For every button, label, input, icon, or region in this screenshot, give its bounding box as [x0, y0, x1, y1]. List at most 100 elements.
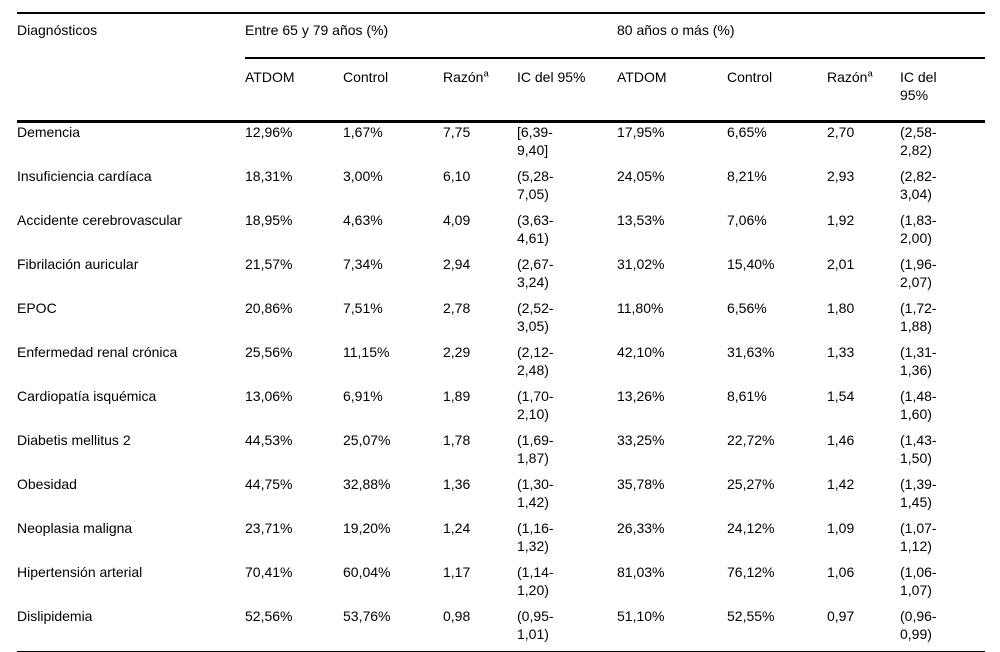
diagnosis-cell: Fibrilación auricular [17, 256, 139, 272]
value-cell: 53,76% [343, 608, 391, 624]
diagnosis-cell: Cardiopatía isquémica [17, 388, 157, 404]
value-cell: 2,94 [443, 256, 471, 272]
confidence-interval-cell: (1,83- 2,00) [900, 212, 937, 246]
value-cell: 23,71% [245, 520, 293, 536]
value-cell: 52,55% [727, 608, 775, 624]
value-cell: 6,56% [727, 300, 767, 316]
value-cell: 8,21% [727, 168, 767, 184]
value-cell: 2,93 [827, 168, 855, 184]
value-cell: 1,89 [443, 388, 471, 404]
value-cell: 18,31% [245, 168, 293, 184]
table-row: Cardiopatía isquémica 13,06% 6,91% 1,89 (1,7… [17, 387, 985, 431]
group-header-row: Diagnósticos Entre 65 y 79 años (%) 80 a… [17, 13, 985, 123]
value-cell: 24,05% [617, 168, 665, 184]
value-cell: 1,78 [443, 432, 471, 448]
value-cell: 44,75% [245, 476, 293, 492]
confidence-interval-cell: (1,16- 1,32) [517, 520, 554, 554]
value-cell: 44,53% [245, 432, 293, 448]
diagnosis-cell: Insuficiencia cardíaca [17, 168, 152, 184]
table-row: Demencia 12,96% 1,67% 7,75 [6,39- 9,40] 17,95… [17, 122, 985, 168]
value-cell: 26,33% [617, 520, 665, 536]
value-cell: 22,72% [727, 432, 775, 448]
column-header-atdom-1: ATDOM [245, 58, 343, 123]
value-cell: 18,95% [245, 212, 293, 228]
confidence-interval-cell: (2,52- 3,05) [517, 300, 554, 334]
confidence-interval-cell: (1,70- 2,10) [517, 388, 554, 422]
table-row: Accidente cerebrovascular 18,95% 4,63% 4,09… [17, 211, 985, 255]
value-cell: 35,78% [617, 476, 665, 492]
value-cell: 1,33 [827, 344, 855, 360]
column-header-razon-1: Razóna [443, 58, 517, 123]
value-cell: 33,25% [617, 432, 665, 448]
column-header-control-2: Control [727, 58, 827, 123]
value-cell: 1,09 [827, 520, 855, 536]
value-cell: 11,80% [617, 300, 664, 316]
value-cell: 42,10% [617, 344, 665, 360]
value-cell: 31,63% [727, 344, 775, 360]
diagnosis-cell: Hipertensión arterial [17, 564, 143, 580]
value-cell: 11,15% [343, 344, 390, 360]
subheader-row: ATDOM Control Razóna IC del 95% ATDOM Co… [17, 58, 985, 123]
footnote-marker-a: a [483, 68, 489, 80]
column-header-ic95-1: IC del 95% [517, 58, 617, 123]
confidence-interval-cell: (0,96- 0,99) [900, 608, 937, 642]
value-cell: 31,02% [617, 256, 665, 272]
value-cell: 6,10 [443, 168, 471, 184]
column-header-control-1: Control [343, 58, 443, 123]
confidence-interval-cell: (1,39- 1,45) [900, 476, 937, 510]
diagnosis-cell: EPOC [17, 300, 57, 316]
value-cell: 25,07% [343, 432, 391, 448]
table-body: Demencia 12,96% 1,67% 7,75 [6,39- 9,40] 17,95… [17, 122, 985, 652]
confidence-interval-cell: (2,12- 2,48) [517, 344, 554, 378]
value-cell: 15,40% [727, 256, 775, 272]
value-cell: 13,53% [617, 212, 665, 228]
footnote-marker-a: a [867, 68, 873, 80]
confidence-interval-cell: (1,30- 1,42) [517, 476, 554, 510]
value-cell: 4,09 [443, 212, 471, 228]
table-row: Obesidad 44,75% 32,88% 1,36 (1,30- 1,42) 35,7… [17, 475, 985, 519]
value-cell: 2,78 [443, 300, 471, 316]
value-cell: 1,42 [827, 476, 855, 492]
value-cell: 60,04% [343, 564, 391, 580]
table-row: Diabetis mellitus 2 44,53% 25,07% 1,78 (1,69… [17, 431, 985, 475]
value-cell: 1,67% [343, 124, 383, 140]
value-cell: 2,70 [827, 124, 855, 140]
diagnosis-cell: Neoplasia maligna [17, 520, 133, 536]
table-row: Neoplasia maligna 23,71% 19,20% 1,24 (1,16- … [17, 519, 985, 563]
value-cell: 7,06% [727, 212, 767, 228]
value-cell: 6,65% [727, 124, 767, 140]
value-cell: 0,97 [827, 608, 855, 624]
value-cell: 81,03% [617, 564, 665, 580]
value-cell: 1,24 [443, 520, 471, 536]
value-cell: 7,34% [343, 256, 383, 272]
value-cell: 2,29 [443, 344, 471, 360]
value-cell: 1,80 [827, 300, 855, 316]
confidence-interval-cell: (1,06- 1,07) [900, 564, 937, 598]
value-cell: 0,98 [443, 608, 471, 624]
group-header-age-65-79: Entre 65 y 79 años (%) [245, 13, 617, 59]
diagnosis-cell: Diabetis mellitus 2 [17, 432, 131, 448]
column-header-razon-2: Razóna [827, 58, 900, 123]
confidence-interval-cell: (2,67- 3,24) [517, 256, 554, 290]
confidence-interval-cell: (0,95- 1,01) [517, 608, 554, 642]
value-cell: 20,86% [245, 300, 293, 316]
value-cell: 7,51% [343, 300, 383, 316]
value-cell: 13,26% [617, 388, 665, 404]
column-header-diagnosticos: Diagnósticos [17, 13, 245, 123]
confidence-interval-cell: (1,14- 1,20) [517, 564, 554, 598]
value-cell: 3,00% [343, 168, 383, 184]
confidence-interval-cell: (1,43- 1,50) [900, 432, 937, 466]
value-cell: 8,61% [727, 388, 767, 404]
value-cell: 1,36 [443, 476, 471, 492]
diagnoses-comparison-table: Diagnósticos Entre 65 y 79 años (%) 80 a… [17, 12, 985, 652]
confidence-interval-cell: [6,39- 9,40] [517, 124, 553, 158]
table-row: Fibrilación auricular 21,57% 7,34% 2,94 (2,6… [17, 255, 985, 299]
column-header-ic95-2: IC del 95% [900, 58, 985, 123]
value-cell: 25,27% [727, 476, 775, 492]
value-cell: 24,12% [727, 520, 775, 536]
value-cell: 1,54 [827, 388, 855, 404]
confidence-interval-cell: (1,31- 1,36) [900, 344, 937, 378]
razon-label: Razón [443, 69, 484, 85]
value-cell: 21,57% [245, 256, 293, 272]
